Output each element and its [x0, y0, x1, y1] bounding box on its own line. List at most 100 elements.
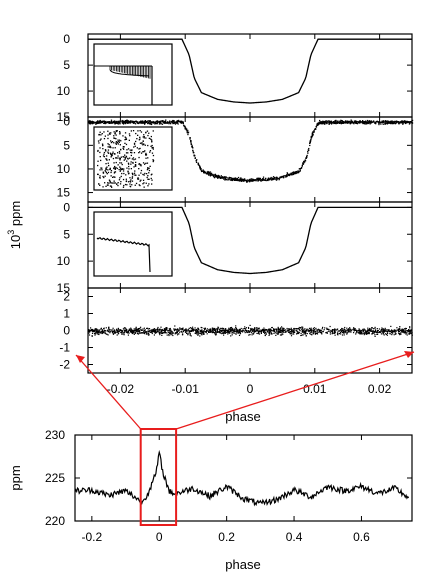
data-point — [299, 168, 301, 170]
data-point — [358, 121, 360, 123]
data-point — [335, 123, 337, 125]
residual-point — [331, 333, 333, 335]
inset-point — [114, 167, 116, 170]
residual-point — [375, 331, 377, 333]
data-point — [182, 121, 184, 123]
inset-point — [127, 158, 129, 160]
data-point — [207, 173, 209, 175]
arrow-head-left — [76, 355, 85, 363]
inset-point — [107, 143, 109, 145]
residual-point — [190, 329, 192, 331]
residual-point — [185, 330, 187, 332]
data-point — [309, 144, 311, 147]
residual-point — [236, 331, 238, 333]
residual-point — [388, 330, 390, 333]
residual-point — [390, 325, 392, 327]
data-point — [350, 119, 352, 121]
residual-point — [96, 328, 98, 330]
inset-point — [139, 130, 141, 132]
residual-point — [181, 328, 183, 330]
residual-point — [221, 333, 223, 335]
residual-point — [305, 331, 307, 333]
data-point — [287, 173, 290, 176]
inset-point — [102, 148, 104, 150]
residual-point — [277, 333, 279, 335]
inset-point — [127, 162, 130, 164]
inset-point — [97, 150, 99, 152]
residual-point — [374, 329, 377, 331]
inset-point — [122, 178, 125, 181]
residual-point — [247, 330, 250, 332]
inset-point — [115, 142, 117, 144]
data-point — [163, 120, 165, 123]
data-point — [321, 123, 323, 125]
inset-point — [151, 179, 153, 181]
inset-point — [114, 171, 117, 173]
inset-point — [108, 159, 110, 161]
data-point — [242, 178, 244, 180]
residual-point — [411, 334, 413, 336]
residual-point — [160, 326, 162, 328]
residual-point — [254, 329, 256, 331]
residual-point — [372, 331, 374, 333]
inset-point — [101, 167, 103, 169]
data-point — [232, 177, 234, 179]
residual-point — [406, 330, 408, 332]
data-point — [118, 120, 120, 122]
data-point — [339, 121, 342, 123]
residual-point — [342, 330, 344, 332]
residual-point — [387, 330, 389, 332]
residual-point — [374, 335, 376, 337]
inset-point — [143, 186, 145, 188]
residual-point — [289, 333, 291, 335]
data-point — [301, 164, 303, 166]
data-point — [240, 180, 242, 182]
residual-point — [281, 333, 283, 335]
residual-point — [154, 332, 156, 334]
inset-point — [152, 154, 155, 157]
residual-point — [270, 333, 272, 335]
inset-point — [144, 172, 146, 175]
residual-point — [203, 330, 206, 332]
data-point — [161, 120, 163, 122]
residual-point — [269, 331, 271, 333]
residual-point — [214, 333, 216, 335]
zoom-line-left — [75, 354, 142, 430]
residual-point — [200, 330, 203, 332]
data-point — [170, 121, 172, 123]
data-point — [321, 121, 323, 123]
inset-point — [137, 178, 140, 180]
data-point — [278, 178, 280, 180]
inset-point — [144, 150, 146, 152]
inset-point — [137, 177, 139, 179]
data-point — [174, 123, 177, 125]
residual-point — [289, 332, 291, 334]
residual-point — [150, 331, 152, 333]
residual-point — [195, 330, 197, 332]
data-point — [348, 121, 350, 123]
data-point — [285, 176, 287, 178]
inset-point — [114, 176, 116, 178]
residual-point — [258, 333, 261, 335]
residual-point — [249, 334, 251, 336]
data-point — [393, 122, 395, 124]
data-point — [171, 120, 173, 123]
inset-point — [120, 156, 122, 158]
inset-point — [113, 176, 115, 178]
inset-point — [106, 155, 108, 157]
inset-point — [139, 136, 141, 138]
data-point — [268, 178, 270, 180]
residual-point — [206, 330, 208, 332]
residual-point — [400, 333, 402, 335]
residual-point — [124, 331, 126, 333]
data-point — [218, 176, 220, 178]
data-point — [274, 176, 276, 179]
residual-point — [200, 332, 202, 334]
data-point — [292, 172, 294, 174]
data-point — [365, 121, 367, 123]
data-point — [126, 121, 129, 123]
data-point — [327, 122, 329, 124]
data-point — [301, 166, 303, 169]
residual-point — [249, 331, 251, 333]
data-point — [278, 179, 280, 181]
